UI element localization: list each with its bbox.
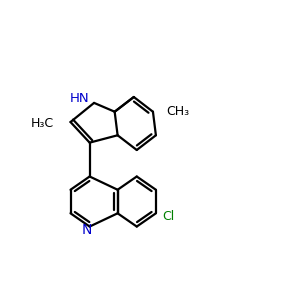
Text: Cl: Cl [162, 210, 174, 223]
Text: H₃C: H₃C [31, 117, 54, 130]
Text: HN: HN [70, 92, 90, 105]
Text: N: N [82, 223, 92, 237]
Text: CH₃: CH₃ [166, 105, 189, 118]
